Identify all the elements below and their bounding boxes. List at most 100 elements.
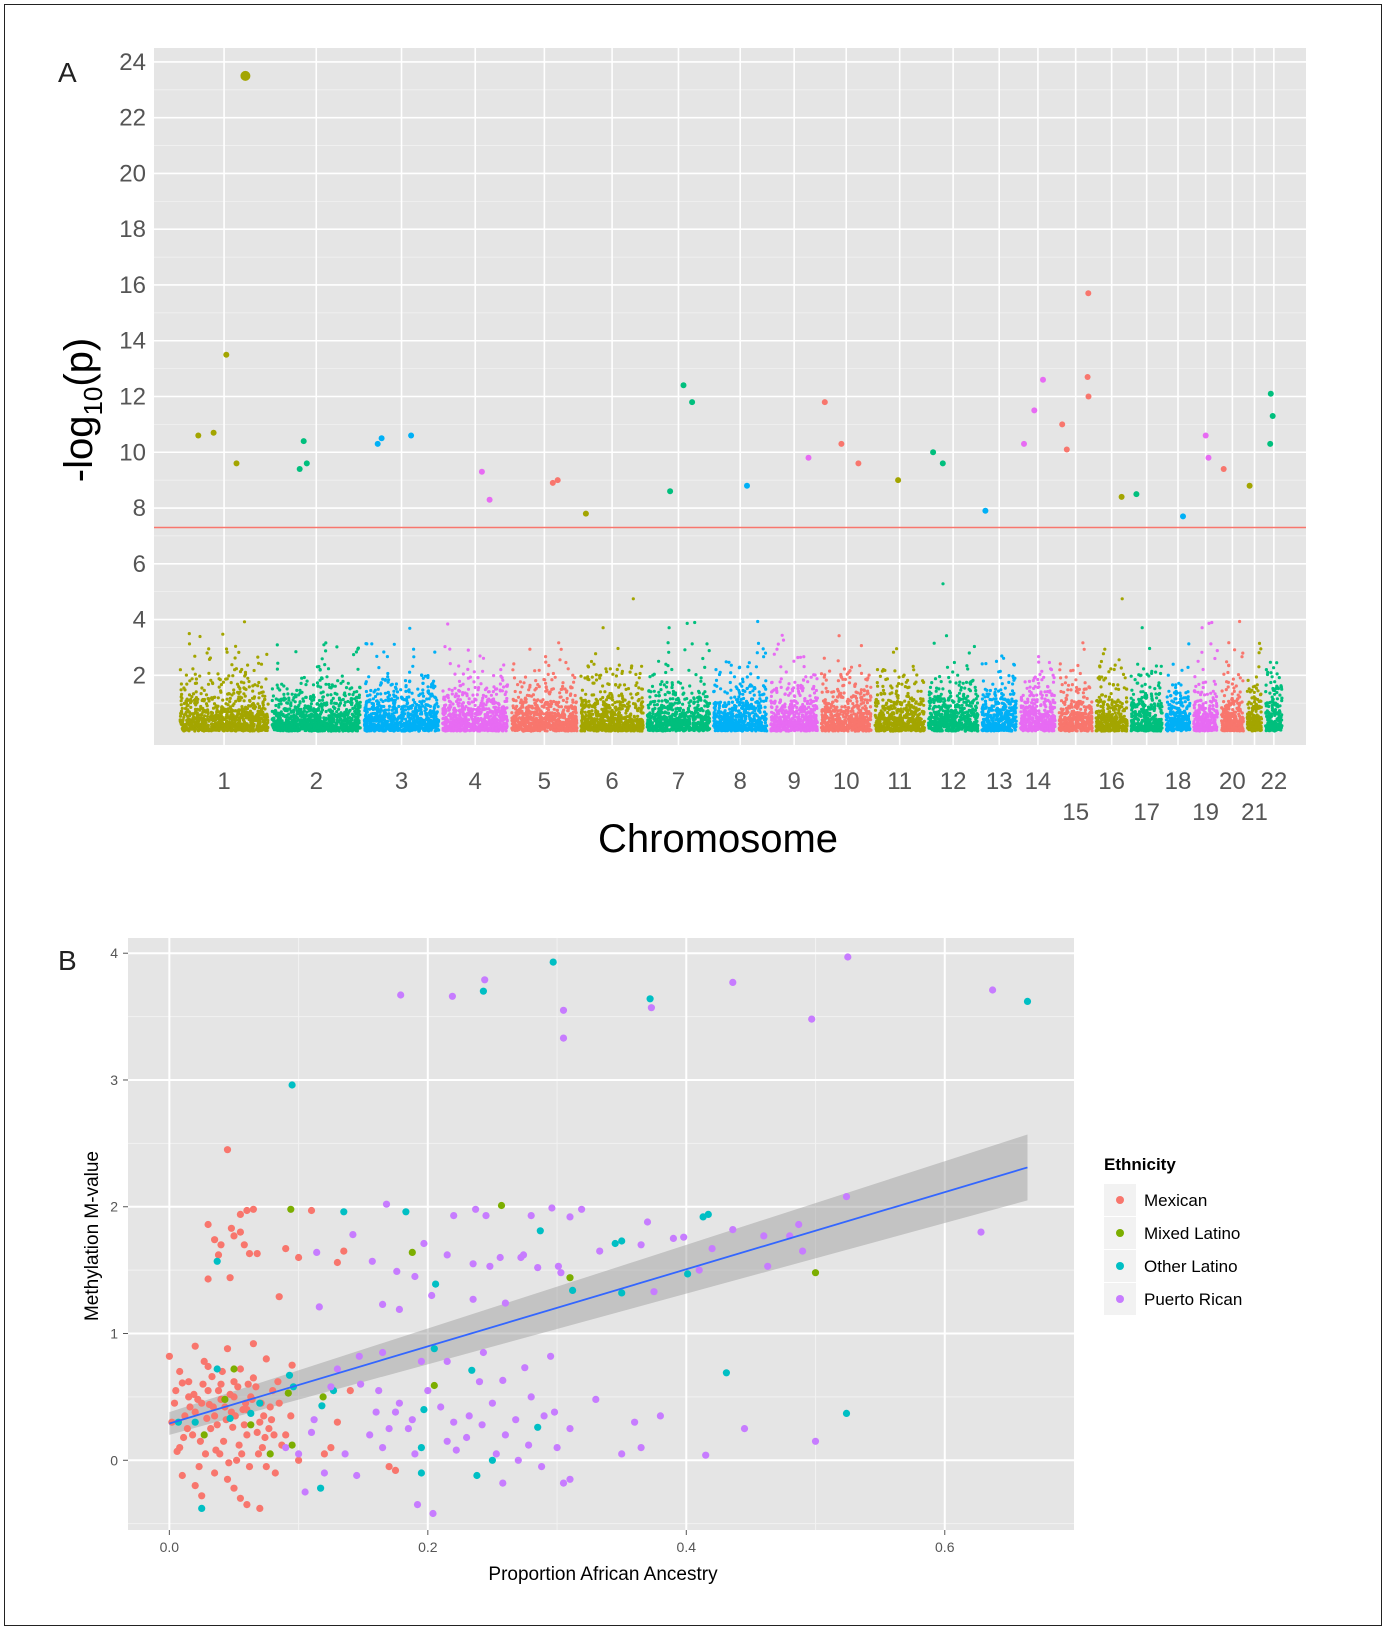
snp-point — [594, 652, 598, 656]
snp-point — [257, 696, 261, 700]
snp-point — [257, 680, 261, 685]
snp-point — [513, 689, 517, 694]
snp-point — [601, 684, 605, 688]
snp-point — [408, 680, 412, 684]
snp-point — [513, 726, 517, 730]
snp-point — [494, 701, 498, 705]
snp-point — [457, 704, 461, 708]
snp-point — [456, 694, 461, 698]
snp-point — [294, 650, 298, 654]
snp-point — [321, 721, 325, 725]
snp-point — [392, 689, 396, 693]
snp-point — [511, 704, 515, 708]
snp-point — [291, 710, 296, 714]
snp-point — [414, 719, 418, 723]
snp-point — [358, 700, 362, 704]
snp-point — [574, 700, 578, 704]
snp-point — [367, 713, 371, 717]
snp-point — [229, 709, 233, 713]
snp-point — [328, 722, 332, 726]
snp-point — [340, 674, 344, 678]
snp-point — [556, 711, 560, 716]
snp-point — [671, 697, 675, 701]
snp-point — [213, 695, 217, 699]
snp-point — [608, 710, 612, 714]
snp-point — [263, 694, 267, 698]
snp-point — [365, 699, 369, 703]
snp-point — [640, 687, 644, 691]
snp-point — [261, 703, 265, 707]
snp-point — [491, 729, 495, 733]
snp-point — [400, 717, 404, 721]
snp-point — [553, 675, 557, 679]
snp-point — [296, 725, 300, 729]
snp-point — [297, 709, 301, 713]
snp-point — [193, 672, 197, 676]
snp-point — [324, 682, 328, 686]
snp-point — [194, 677, 198, 681]
snp-point — [533, 688, 537, 692]
snp-point — [541, 721, 545, 725]
snp-point — [543, 678, 547, 682]
snp-point — [251, 728, 255, 733]
snp-point — [277, 702, 281, 707]
snp-point — [276, 686, 280, 690]
snp-point — [592, 693, 596, 697]
snp-point — [329, 701, 333, 705]
snp-point — [316, 684, 320, 688]
snp-point — [276, 661, 280, 665]
snp-point — [342, 715, 347, 719]
snp-point — [419, 708, 423, 712]
snp-point — [211, 706, 216, 710]
snp-point — [346, 711, 350, 715]
snp-point — [373, 707, 378, 711]
snp-point — [549, 699, 553, 704]
snp-point — [407, 719, 411, 723]
snp-point — [411, 727, 415, 731]
snp-point — [586, 664, 590, 668]
snp-point — [225, 650, 229, 654]
snp-point — [510, 711, 514, 715]
snp-point — [313, 720, 317, 724]
snp-point — [564, 705, 568, 709]
snp-point — [375, 713, 379, 717]
snp-point — [225, 697, 229, 701]
snp-point — [639, 703, 643, 707]
snp-point — [630, 664, 634, 668]
snp-point — [553, 711, 557, 716]
snp-point — [199, 692, 203, 696]
snp-point — [544, 681, 548, 685]
snp-point — [193, 729, 197, 733]
snp-point — [272, 727, 277, 731]
snp-point — [320, 657, 324, 661]
snp-point — [246, 711, 251, 715]
snp-point — [383, 715, 387, 719]
snp-point — [358, 705, 362, 709]
snp-point — [486, 690, 491, 694]
snp-point — [317, 717, 321, 721]
snp-point — [299, 711, 303, 715]
snp-point — [580, 702, 584, 707]
snp-point — [270, 698, 274, 703]
snp-point — [356, 710, 360, 714]
snp-point — [333, 724, 337, 728]
snp-point — [443, 645, 447, 649]
snp-point — [387, 712, 391, 716]
snp-point — [410, 691, 414, 695]
snp-point — [476, 711, 480, 716]
snp-point — [461, 672, 465, 676]
snp-point — [640, 722, 644, 726]
snp-point — [287, 712, 291, 716]
snp-point — [355, 702, 359, 706]
snp-point — [475, 693, 479, 697]
snp-point — [270, 723, 274, 727]
snp-point — [323, 663, 327, 667]
snp-point — [219, 689, 223, 693]
snp-point — [394, 694, 398, 698]
snp-point — [205, 725, 209, 729]
snp-point — [602, 715, 606, 719]
snp-point — [557, 641, 561, 645]
snp-point — [511, 668, 515, 672]
snp-point — [329, 710, 333, 714]
